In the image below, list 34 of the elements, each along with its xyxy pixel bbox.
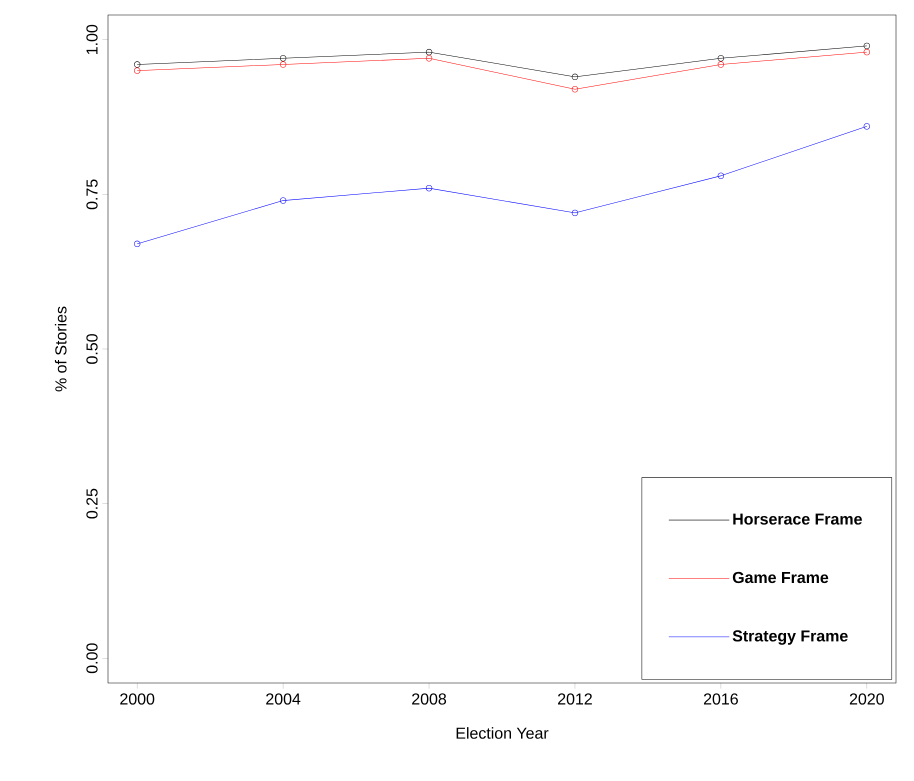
x-tick-label: 2016 (704, 693, 738, 705)
point (864, 123, 870, 130)
point (134, 240, 140, 248)
x-axis-title: Election Year (456, 727, 548, 739)
y-tick-label: 0.50 (86, 334, 98, 364)
point (718, 61, 724, 68)
x-tick-label: 2008 (412, 693, 446, 705)
legend-label: Game Frame (732, 572, 828, 584)
y-axis-title: % of Stories (54, 306, 67, 392)
legend-label: Horserace Frame (733, 514, 862, 525)
point (572, 86, 578, 92)
x-tick-label: 2020 (850, 693, 884, 705)
x-tick-label: 2012 (558, 693, 592, 705)
point (572, 210, 578, 216)
point (864, 42, 870, 50)
point (134, 61, 140, 68)
point (280, 61, 286, 68)
point (426, 55, 432, 62)
point (718, 55, 724, 62)
point (134, 67, 140, 74)
y-tick-label: 0.75 (86, 180, 98, 210)
x-tick-label: 2004 (266, 693, 300, 705)
legend-label: Strategy Frame (732, 630, 848, 645)
point (426, 184, 432, 192)
point (280, 197, 286, 204)
y-tick-label: 0.25 (86, 488, 98, 519)
point (280, 55, 286, 62)
point (718, 172, 724, 179)
x-tick-label: 2000 (120, 693, 154, 705)
y-tick-label: 1.00 (86, 24, 98, 54)
y-tick-label: 0.00 (86, 643, 98, 674)
point (864, 48, 870, 56)
point (572, 74, 578, 80)
point (426, 48, 432, 56)
